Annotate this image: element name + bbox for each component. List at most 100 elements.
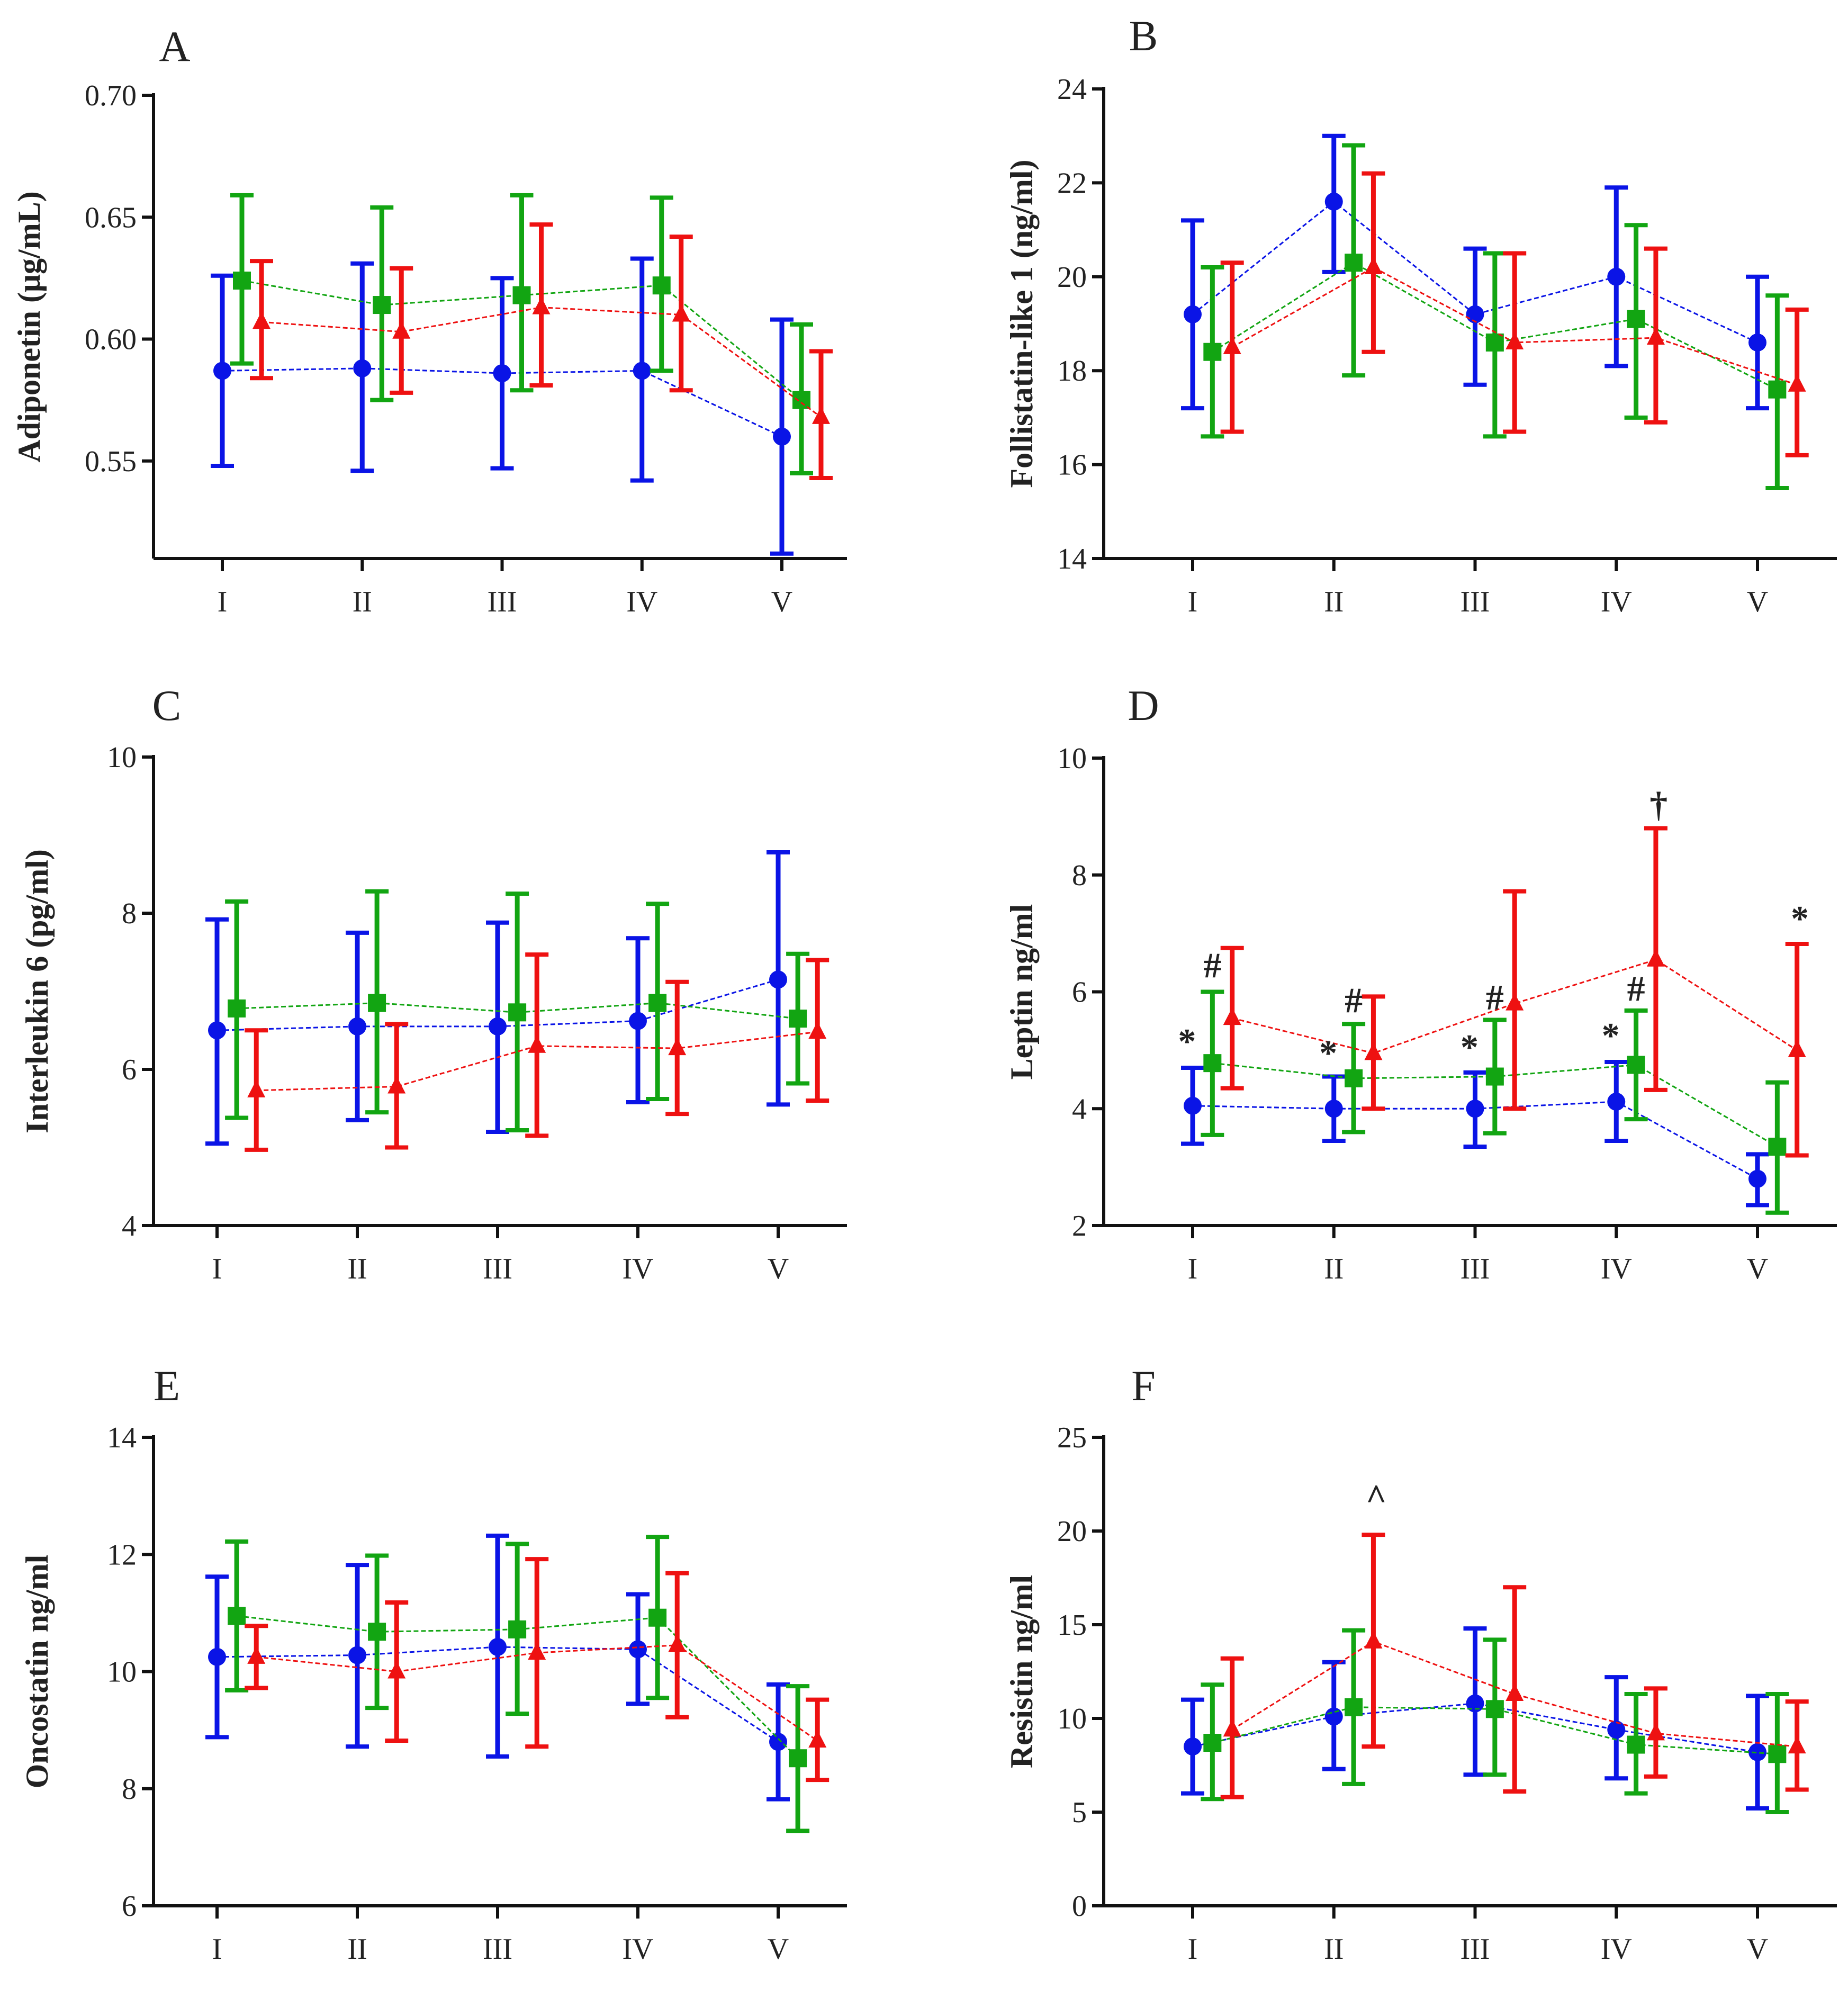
x-tick-label: IV xyxy=(1601,586,1632,618)
y-tick-label: 5 xyxy=(1072,1796,1087,1829)
data-point xyxy=(228,999,246,1017)
data-point xyxy=(1788,1736,1806,1754)
data-point xyxy=(512,286,531,304)
data-point xyxy=(508,1620,527,1638)
y-tick-label: 8 xyxy=(122,897,137,930)
data-point xyxy=(373,296,391,314)
x-tick-label: V xyxy=(1747,1253,1768,1285)
series-line-blue xyxy=(1192,200,1758,344)
significance-mark: # xyxy=(1203,945,1221,985)
x-tick-label: I xyxy=(212,1253,222,1285)
series-line-green xyxy=(1212,1706,1778,1755)
data-point xyxy=(232,272,251,290)
panel-letter: B xyxy=(1129,12,1158,60)
x-tick-label: V xyxy=(771,586,792,618)
x-tick-label: III xyxy=(1461,586,1490,618)
data-point xyxy=(789,1010,807,1028)
significance-mark: # xyxy=(1486,977,1504,1017)
series-green xyxy=(1201,989,1789,1215)
data-point xyxy=(769,970,787,989)
data-point xyxy=(1485,1067,1504,1086)
data-point xyxy=(648,1608,667,1627)
significance-mark: * xyxy=(1461,1026,1479,1067)
data-point xyxy=(1646,327,1665,345)
panel-letter: C xyxy=(152,681,182,730)
data-point xyxy=(1324,192,1343,211)
y-axis-title: Adiponetin (μg/mL) xyxy=(12,191,47,462)
significance-mark: ^ xyxy=(1366,1476,1387,1517)
data-point xyxy=(1345,1698,1363,1716)
data-point xyxy=(633,362,651,380)
y-tick-label: 12 xyxy=(107,1538,137,1571)
data-point xyxy=(672,304,690,322)
y-tick-label: 6 xyxy=(122,1053,137,1086)
data-point xyxy=(1203,1054,1222,1073)
x-tick-label: V xyxy=(1747,1933,1768,1966)
x-tick-label: III xyxy=(483,1253,512,1285)
significance-mark: * xyxy=(1791,898,1809,939)
series-line-blue xyxy=(217,978,779,1031)
series-blue xyxy=(211,256,794,556)
y-tick-label: 16 xyxy=(1057,449,1087,482)
data-point xyxy=(1646,949,1665,967)
y-tick-label: 15 xyxy=(1057,1609,1087,1642)
data-point xyxy=(1748,1743,1766,1761)
y-tick-label: 20 xyxy=(1057,261,1087,294)
panel-letter: D xyxy=(1128,681,1159,730)
series-red xyxy=(1220,171,1809,457)
data-point xyxy=(1627,310,1645,328)
x-tick-label: I xyxy=(212,1933,222,1966)
data-point xyxy=(668,1634,687,1652)
y-axis-title: Leptin ng/ml xyxy=(1004,904,1039,1080)
x-tick-label: IV xyxy=(626,586,657,618)
data-point xyxy=(808,1730,827,1748)
significance-mark: # xyxy=(1345,980,1363,1020)
y-tick-label: 24 xyxy=(1057,73,1087,106)
x-tick-label: II xyxy=(1324,586,1344,618)
data-point xyxy=(1607,1093,1626,1111)
y-tick-label: 10 xyxy=(107,1656,137,1689)
y-axis-title: Resistin ng/ml xyxy=(1004,1575,1039,1768)
data-point xyxy=(532,296,551,314)
data-point xyxy=(1768,380,1787,399)
series-blue xyxy=(1181,1059,1769,1208)
data-point xyxy=(1184,1737,1202,1756)
data-point xyxy=(1223,1007,1241,1025)
data-point xyxy=(1627,1735,1645,1754)
x-tick-label: II xyxy=(1324,1933,1344,1966)
data-point xyxy=(489,1638,507,1656)
x-tick-label: II xyxy=(347,1933,367,1966)
data-point xyxy=(247,1079,266,1097)
data-point xyxy=(1184,305,1202,323)
significance-mark: * xyxy=(1178,1021,1196,1061)
data-point xyxy=(812,406,830,424)
significance-mark: † xyxy=(1649,784,1667,824)
x-tick-label: I xyxy=(218,586,228,618)
data-point xyxy=(348,1017,366,1035)
y-tick-label: 2 xyxy=(1072,1210,1087,1242)
data-point xyxy=(1506,993,1524,1011)
significance-mark: # xyxy=(1627,968,1645,1008)
series-line-red xyxy=(1232,959,1798,1054)
series-red xyxy=(1220,826,1809,1158)
y-tick-label: 22 xyxy=(1057,167,1087,200)
data-point xyxy=(789,1749,807,1768)
data-point xyxy=(1607,267,1626,286)
x-tick-label: III xyxy=(488,586,517,618)
data-point xyxy=(508,1003,527,1022)
series-red xyxy=(1220,1533,1809,1799)
significance-mark: * xyxy=(1319,1032,1337,1073)
x-tick-label: II xyxy=(1324,1253,1344,1285)
x-tick-label: I xyxy=(1188,586,1198,618)
data-point xyxy=(528,1642,546,1660)
x-tick-label: IV xyxy=(622,1933,653,1966)
data-point xyxy=(1748,1169,1766,1188)
y-tick-label: 0.65 xyxy=(85,201,137,234)
data-point xyxy=(1364,1042,1383,1060)
series-line-green xyxy=(237,1002,798,1020)
y-tick-label: 18 xyxy=(1057,355,1087,388)
series-blue xyxy=(205,850,790,1146)
